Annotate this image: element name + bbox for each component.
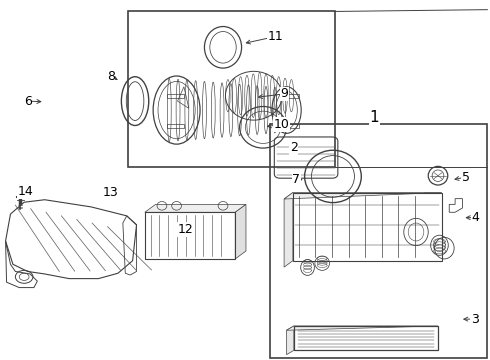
Text: 3: 3 <box>471 312 479 326</box>
Bar <box>145 212 235 259</box>
Bar <box>167 94 184 98</box>
Bar <box>167 124 184 128</box>
Text: 10: 10 <box>274 118 290 131</box>
Text: 2: 2 <box>290 141 298 154</box>
Text: 14: 14 <box>17 185 33 198</box>
Polygon shape <box>235 204 246 259</box>
Bar <box>293 193 442 261</box>
Text: 9: 9 <box>280 87 288 100</box>
Polygon shape <box>145 204 246 212</box>
Bar <box>294 326 438 350</box>
Text: 7: 7 <box>293 173 300 186</box>
Bar <box>270 125 487 357</box>
Text: 1: 1 <box>369 110 379 125</box>
Polygon shape <box>287 326 438 330</box>
Bar <box>128 12 335 167</box>
Text: 11: 11 <box>268 30 283 43</box>
Polygon shape <box>284 193 442 199</box>
Bar <box>281 124 299 128</box>
Bar <box>281 94 299 98</box>
Text: 5: 5 <box>462 171 470 184</box>
Polygon shape <box>284 193 293 267</box>
Text: 6: 6 <box>24 95 31 108</box>
Text: 8: 8 <box>107 69 115 82</box>
Text: 4: 4 <box>472 211 480 224</box>
Text: 13: 13 <box>103 186 119 199</box>
Text: 12: 12 <box>177 223 193 236</box>
Polygon shape <box>287 326 294 355</box>
